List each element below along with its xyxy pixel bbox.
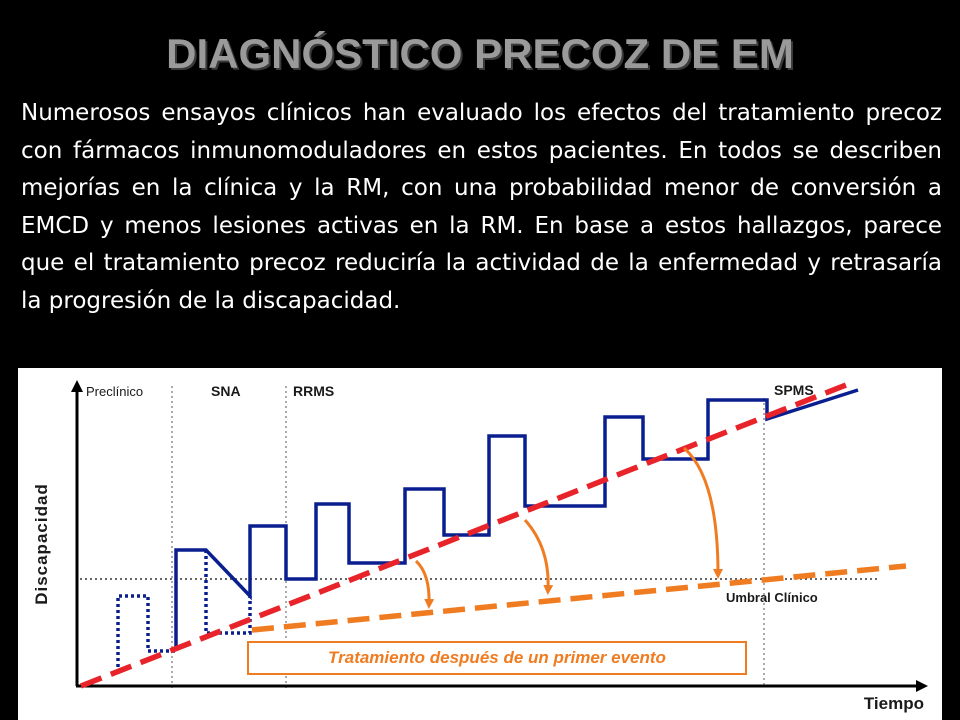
treatment-effect-arrow-2 xyxy=(523,519,554,595)
untreated-trend-line xyxy=(79,380,853,689)
phase-label-spms: SPMS xyxy=(774,382,814,398)
phase-label-sna: SNA xyxy=(211,383,241,399)
x-axis-label: Tiempo xyxy=(863,694,924,713)
phase-label-rrms: RRMS xyxy=(293,383,335,399)
clinical-threshold-label: Umbral Clínico xyxy=(726,590,818,605)
disease-course-diagram: Preclínico SNA RRMS SPMS Discapacidad Ti… xyxy=(18,368,942,720)
treatment-effect-arrow-1 xyxy=(414,559,435,609)
sna-dotted-line xyxy=(204,550,252,635)
treatment-label-box: Tratamiento después de un primer evento xyxy=(247,641,747,675)
phase-label-preclinico: Preclínico xyxy=(86,384,144,399)
body-paragraph: Numerosos ensayos clínicos han evaluado … xyxy=(21,100,942,314)
y-axis-label: Discapacidad xyxy=(32,483,51,605)
treated-trend-line xyxy=(251,563,907,633)
natural-course-line xyxy=(174,388,859,651)
diagram-graphics xyxy=(71,380,928,692)
slide-title: DIAGNÓSTICO PRECOZ DE EM xyxy=(166,30,794,77)
treatment-effect-arrow-3 xyxy=(683,446,723,579)
